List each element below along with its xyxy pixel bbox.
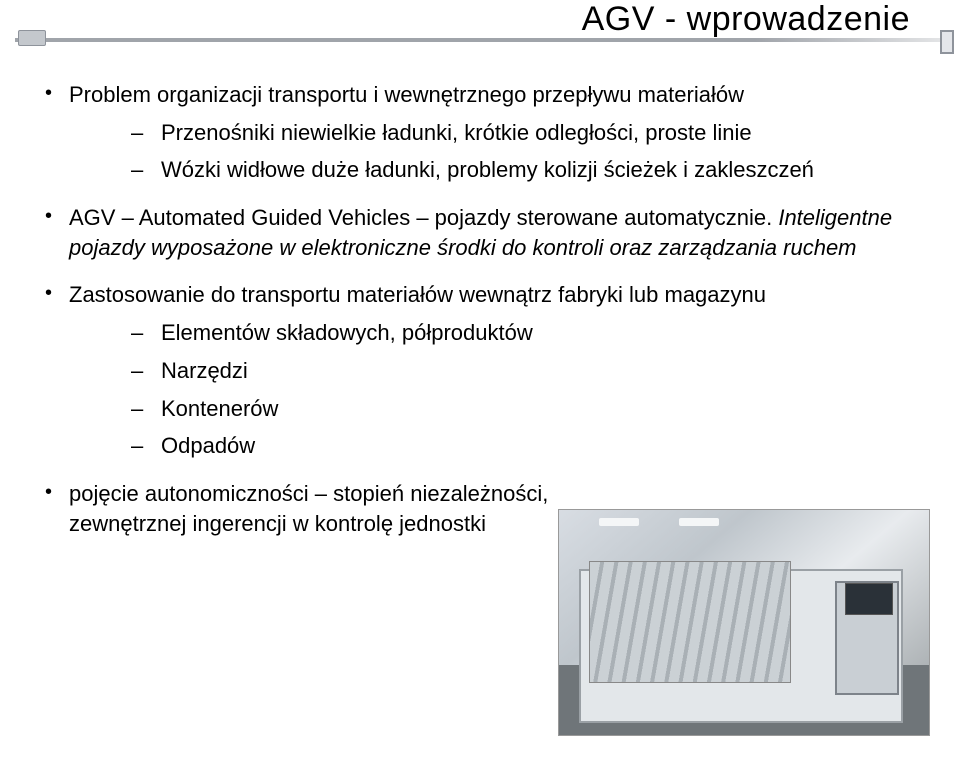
title-endcap-decor: [940, 30, 954, 54]
bullet-4: pojęcie autonomiczności – stopień niezal…: [45, 479, 589, 538]
bullet-3-text: Zastosowanie do transportu materiałów we…: [69, 282, 766, 307]
bullet-3: Zastosowanie do transportu materiałów we…: [45, 280, 915, 460]
title-tab-decor: [18, 30, 46, 46]
photo-light-icon: [679, 518, 719, 526]
bullet-1: Problem organizacji transportu i wewnętr…: [45, 80, 915, 185]
slide: AGV - wprowadzenie Problem organizacji t…: [0, 0, 960, 766]
photo-screen: [845, 583, 893, 615]
bullet-3-sub-3: Kontenerów: [69, 394, 915, 424]
bullet-2: AGV – Automated Guided Vehicles – pojazd…: [45, 203, 915, 262]
bullet-4-text: pojęcie autonomiczności – stopień niezal…: [69, 481, 548, 536]
title-underline: [15, 38, 940, 42]
bullet-3-sub-1: Elementów składowych, półproduktów: [69, 318, 915, 348]
photo-cargo: [589, 561, 791, 683]
bullet-1-text: Problem organizacji transportu i wewnętr…: [69, 82, 744, 107]
bullet-3-sub-4: Odpadów: [69, 431, 915, 461]
agv-photo: [558, 509, 930, 736]
photo-light-icon: [599, 518, 639, 526]
slide-body: Problem organizacji transportu i wewnętr…: [45, 80, 915, 556]
bullet-2-text: AGV – Automated Guided Vehicles – pojazd…: [69, 205, 772, 230]
bullet-3-sub-2: Narzędzi: [69, 356, 915, 386]
slide-title: AGV - wprowadzenie: [582, 0, 910, 39]
bullet-1-sub-1: Przenośniki niewielkie ładunki, krótkie …: [69, 118, 915, 148]
bullet-1-sub-2: Wózki widłowe duże ładunki, problemy kol…: [69, 155, 915, 185]
